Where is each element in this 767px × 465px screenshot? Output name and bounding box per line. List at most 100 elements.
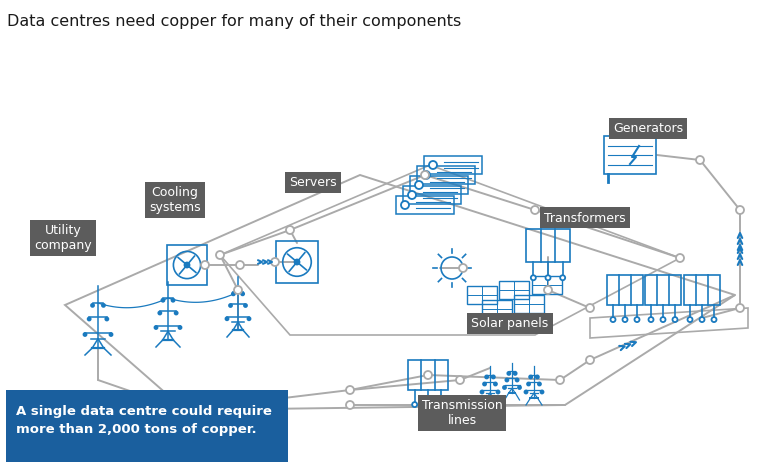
Circle shape: [541, 391, 544, 393]
Circle shape: [483, 383, 486, 385]
Text: Transmission
lines: Transmission lines: [422, 399, 502, 427]
Bar: [684, 275, 720, 305]
Circle shape: [545, 275, 551, 280]
Circle shape: [496, 391, 499, 393]
Circle shape: [586, 356, 594, 364]
Circle shape: [456, 376, 464, 384]
Circle shape: [514, 372, 517, 375]
Text: more than 2,000 tons of copper.: more than 2,000 tons of copper.: [16, 423, 257, 436]
Circle shape: [87, 318, 91, 320]
Circle shape: [494, 383, 497, 385]
Text: Data centres need copper for many of their components: Data centres need copper for many of the…: [7, 14, 461, 29]
Circle shape: [505, 379, 509, 381]
Circle shape: [181, 406, 189, 414]
Circle shape: [439, 402, 444, 407]
Circle shape: [229, 304, 232, 307]
Circle shape: [172, 299, 175, 302]
Circle shape: [531, 206, 539, 214]
Circle shape: [248, 317, 251, 320]
Circle shape: [185, 263, 189, 267]
Bar: [514, 295, 544, 313]
Text: Servers: Servers: [289, 175, 337, 188]
Circle shape: [295, 259, 299, 265]
Circle shape: [544, 286, 552, 294]
Circle shape: [456, 401, 464, 409]
Circle shape: [687, 317, 693, 322]
Circle shape: [84, 333, 87, 336]
Circle shape: [536, 375, 539, 379]
Circle shape: [586, 304, 594, 312]
Circle shape: [241, 292, 244, 295]
Bar: [467, 286, 497, 304]
Circle shape: [216, 251, 224, 259]
Circle shape: [346, 386, 354, 394]
Circle shape: [408, 191, 416, 199]
Circle shape: [649, 317, 653, 322]
Bar: [396, 196, 454, 214]
Circle shape: [538, 383, 541, 385]
Circle shape: [201, 261, 209, 269]
Circle shape: [346, 401, 354, 409]
Bar: [482, 300, 512, 318]
Circle shape: [673, 317, 677, 322]
Circle shape: [232, 292, 235, 295]
Circle shape: [426, 402, 430, 407]
Circle shape: [660, 317, 666, 322]
Circle shape: [91, 304, 94, 307]
Circle shape: [412, 402, 417, 407]
Text: Cooling
systems: Cooling systems: [150, 186, 201, 214]
Circle shape: [676, 254, 684, 262]
Circle shape: [401, 201, 409, 209]
Circle shape: [736, 206, 744, 214]
Circle shape: [492, 375, 495, 379]
Circle shape: [486, 375, 488, 379]
Bar: [424, 156, 482, 174]
Circle shape: [236, 261, 244, 269]
Circle shape: [158, 312, 161, 314]
FancyBboxPatch shape: [6, 390, 288, 462]
Circle shape: [225, 317, 229, 320]
Circle shape: [459, 264, 467, 272]
Circle shape: [611, 317, 615, 322]
Text: Transformers: Transformers: [545, 212, 626, 225]
Text: Utility
company: Utility company: [35, 224, 92, 252]
Bar: [276, 241, 318, 283]
Circle shape: [518, 386, 521, 389]
Circle shape: [162, 299, 164, 302]
Circle shape: [515, 379, 518, 381]
Bar: [410, 176, 468, 194]
Bar: [645, 275, 681, 305]
Bar: [417, 166, 475, 184]
Circle shape: [736, 304, 744, 312]
Circle shape: [286, 226, 294, 234]
Circle shape: [244, 304, 247, 307]
Circle shape: [154, 326, 157, 329]
Circle shape: [424, 371, 432, 379]
Circle shape: [234, 286, 242, 294]
Circle shape: [429, 161, 437, 169]
Circle shape: [700, 317, 705, 322]
Bar: [408, 360, 448, 390]
Circle shape: [480, 391, 483, 393]
Bar: [532, 276, 562, 294]
Circle shape: [507, 372, 510, 375]
Circle shape: [560, 275, 565, 280]
Circle shape: [421, 171, 429, 179]
Circle shape: [175, 312, 178, 314]
Circle shape: [712, 317, 716, 322]
Circle shape: [503, 386, 506, 389]
Circle shape: [105, 318, 108, 320]
Bar: [607, 275, 643, 305]
Circle shape: [422, 171, 430, 179]
Bar: [499, 281, 529, 299]
Circle shape: [415, 181, 423, 189]
Bar: [403, 186, 461, 204]
Circle shape: [527, 383, 530, 385]
Text: Solar panels: Solar panels: [472, 317, 548, 330]
Circle shape: [634, 317, 640, 322]
Circle shape: [525, 391, 528, 393]
Circle shape: [271, 258, 279, 266]
Text: A single data centre could require: A single data centre could require: [16, 405, 272, 418]
Circle shape: [531, 275, 536, 280]
Bar: [604, 136, 656, 174]
